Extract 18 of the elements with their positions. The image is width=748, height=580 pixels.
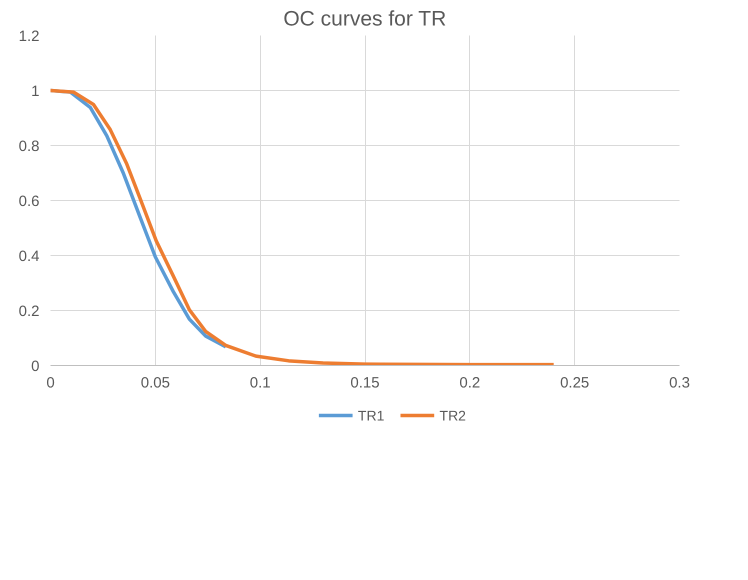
x-tick-label: 0.15 [350,374,380,392]
x-tick-label: 0.2 [459,374,480,392]
legend-label: TR2 [440,408,466,424]
y-tick-label: 1 [31,83,40,100]
y-tick-label: 1.2 [18,28,40,45]
y-tick-label: 0 [31,358,40,375]
line-series [50,88,556,366]
x-tick-label: 0.3 [669,374,690,392]
y-tick-label: 0.2 [18,303,40,320]
x-tick-label: 0.25 [560,374,590,392]
x-tick-label: 0.1 [250,374,271,392]
x-tick-label: 0 [46,374,55,392]
legend-label: TR1 [358,408,385,424]
y-tick-label: 0.6 [18,193,40,210]
y-tick-label: 0.8 [18,138,40,155]
chart-title: OC curves for TR [283,8,446,30]
y-tick-label: 0.4 [18,248,40,265]
x-tick-label: 0.05 [140,374,170,392]
